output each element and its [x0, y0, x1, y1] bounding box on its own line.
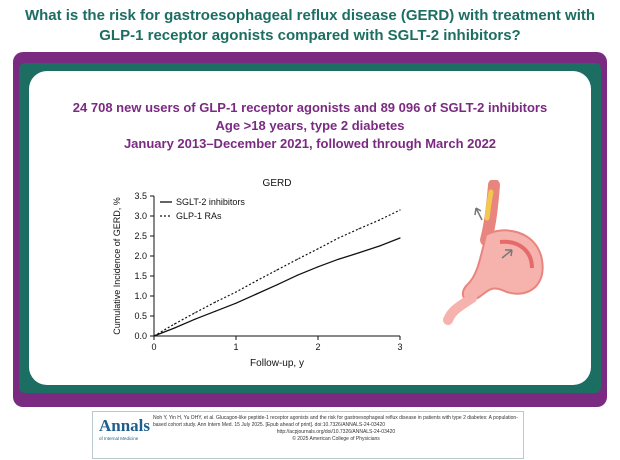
y-tick-label: 0.5 — [134, 311, 147, 321]
data-point — [214, 301, 217, 303]
data-point — [255, 293, 258, 295]
citation-box: Annals of Internal Medicine Noh Y, Yin H… — [92, 411, 524, 459]
data-point — [235, 291, 237, 293]
y-tick-label: 0.0 — [134, 331, 147, 341]
y-tick-label: 1.0 — [134, 291, 147, 301]
legend-label: SGLT-2 inhibitors — [176, 197, 245, 207]
data-point — [317, 266, 319, 268]
x-axis-label: Follow-up, y — [250, 358, 304, 369]
copyright-notice: © 2025 American College of Physicians — [292, 436, 380, 442]
data-point — [296, 274, 299, 276]
series-line-glp1 — [153, 209, 401, 337]
citation-url[interactable]: http://acpjournals.org/doi/10.7326/ANNAL… — [276, 429, 396, 435]
reflux-arrow-icon — [474, 207, 483, 221]
y-axis-label: Cumulative Incidence of GERD, % — [112, 197, 122, 335]
reflux-fluid — [484, 189, 494, 221]
y-tick-label: 2.5 — [134, 231, 147, 241]
data-point — [378, 245, 381, 247]
data-point — [317, 248, 319, 250]
gerd-incidence-chart: GERD 0.0 0.5 1.0 1.5 2.0 2.5 3.0 3.5 0 1 2 3 Follow-u… — [112, 178, 403, 369]
data-point — [194, 312, 196, 314]
stomach-lining — [499, 239, 534, 269]
x-tick-label: 0 — [151, 342, 156, 352]
data-point — [276, 269, 278, 271]
data-point — [399, 237, 401, 239]
y-tick-label: 2.0 — [134, 251, 147, 261]
intestine-shape — [443, 293, 477, 325]
data-point — [276, 284, 278, 286]
y-tick-label: 1.5 — [134, 271, 147, 281]
data-point — [399, 209, 401, 211]
data-point — [378, 219, 381, 221]
data-point — [173, 327, 176, 329]
x-tick-label: 1 — [233, 342, 238, 352]
infographic-title: What is the risk for gastroesophageal re… — [20, 6, 600, 46]
y-tick-label: 3.5 — [134, 191, 147, 201]
annals-logo: Annals — [99, 416, 151, 435]
citation-text-block: Noh Y, Yin H, Yu OHY, et al. Glucagon-li… — [153, 415, 519, 443]
title-line-2: GLP-1 receptor agonists compared with SG… — [99, 27, 521, 44]
data-point — [358, 228, 360, 230]
study-period: January 2013–December 2021, followed thr… — [123, 136, 497, 151]
study-criteria: Age >18 years, type 2 diabetes — [215, 118, 405, 133]
data-point — [358, 252, 360, 254]
citation-reference: Noh Y, Yin H, Yu OHY, et al. Glucagon-li… — [153, 415, 518, 428]
content-panel: 24 708 new users of GLP-1 receptor agoni… — [29, 71, 591, 385]
data-point — [173, 323, 176, 325]
data-point — [296, 258, 299, 260]
data-point — [255, 280, 258, 282]
title-line-1: What is the risk for gastroesophageal re… — [24, 7, 596, 24]
annals-logo-subtitle: of Internal Medicine — [99, 436, 139, 441]
x-tick-label: 2 — [315, 342, 320, 352]
series-line-sglt2 — [153, 237, 401, 337]
data-point — [337, 258, 340, 260]
legend-label: GLP-1 RAs — [176, 211, 222, 221]
study-population: 24 708 new users of GLP-1 receptor agoni… — [72, 100, 548, 115]
chart-title: GERD — [263, 178, 292, 189]
study-description: 24 708 new users of GLP-1 receptor agoni… — [29, 99, 591, 153]
stomach-illustration — [443, 180, 544, 325]
data-point — [153, 335, 155, 337]
data-point — [235, 302, 237, 304]
reflux-arrow-icon-lower — [501, 249, 513, 259]
x-tick-label: 3 — [397, 342, 402, 352]
data-point — [194, 318, 196, 320]
data-point — [337, 237, 340, 239]
y-tick-label: 3.0 — [134, 211, 147, 221]
data-point — [214, 310, 217, 312]
